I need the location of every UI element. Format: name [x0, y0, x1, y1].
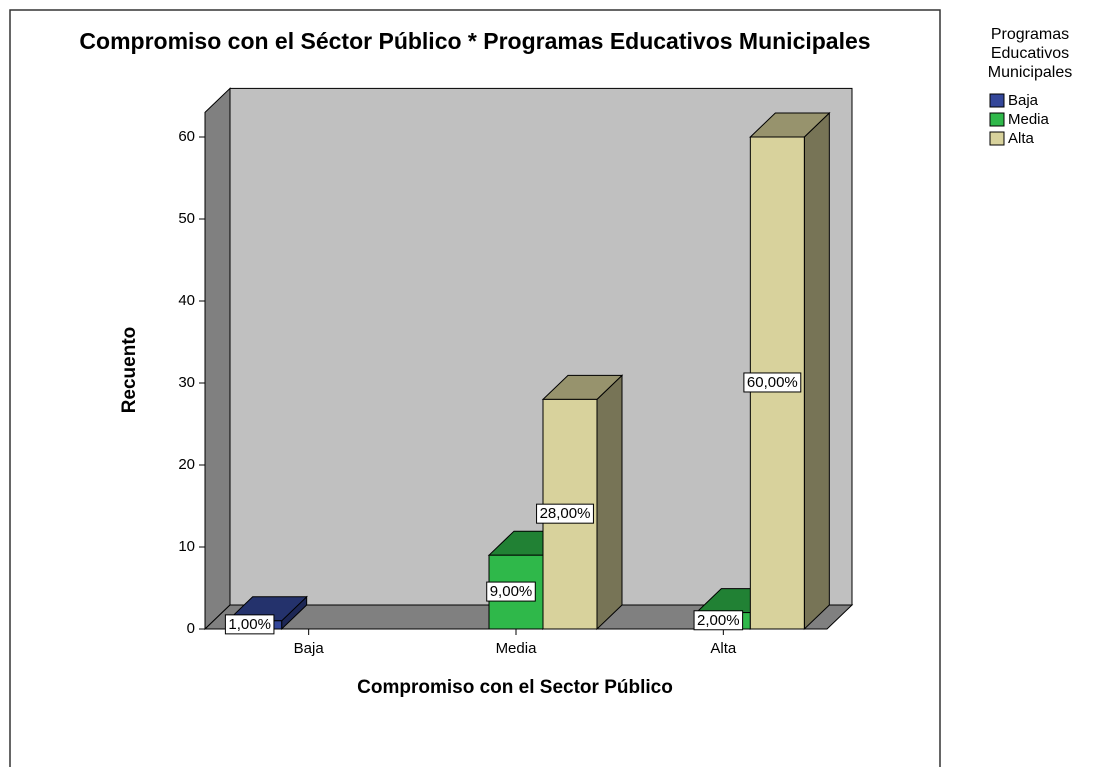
y-tick-label: 50: [178, 210, 195, 227]
value-label: 28,00%: [540, 505, 591, 522]
legend-label: Media: [1008, 111, 1050, 128]
value-label-box: 9,00%: [486, 581, 536, 602]
chart-title: Compromiso con el Séctor Público * Progr…: [79, 28, 871, 54]
bar: [541, 374, 624, 631]
value-label-box: 60,00%: [743, 372, 802, 393]
y-tick-label: 20: [178, 456, 195, 473]
value-label-bg: [693, 610, 744, 631]
y-axis-label: Recuento: [119, 327, 140, 414]
value-label-box: 28,00%: [536, 503, 594, 524]
legend-label: Alta: [1008, 130, 1035, 147]
value-label-bg: [743, 372, 802, 393]
legend-swatch: [989, 131, 1005, 146]
value-label-box: 1,00%: [224, 614, 275, 635]
bar-side: [803, 111, 830, 631]
value-label: 2,00%: [697, 612, 740, 629]
x-tick-label: Alta: [710, 640, 737, 657]
value-label-bg: [536, 503, 594, 524]
bar-side: [596, 374, 623, 631]
value-label-bg: [224, 614, 275, 635]
value-label: 9,00%: [490, 583, 533, 600]
value-label-bg: [486, 581, 536, 602]
x-tick-label: Baja: [294, 640, 325, 657]
value-label-box: 2,00%: [693, 610, 744, 631]
x-axis-label: Compromiso con el Sector Público: [357, 677, 673, 698]
legend-swatch: [989, 112, 1005, 127]
legend-title: Programas Educativos Municipales: [988, 26, 1072, 81]
y-tick-label: 40: [178, 292, 195, 309]
value-label: 60,00%: [747, 374, 798, 391]
x-tick-label: Media: [496, 640, 538, 657]
left-wall: [204, 87, 231, 631]
y-tick-label: 0: [187, 620, 195, 637]
legend-swatch: [989, 93, 1005, 108]
legend-label: Baja: [1008, 92, 1039, 109]
value-label: 1,00%: [228, 616, 271, 633]
bar: [749, 111, 831, 631]
y-tick-label: 60: [178, 128, 195, 145]
y-tick-label: 30: [178, 374, 195, 391]
y-tick-label: 10: [178, 538, 195, 555]
chart-frame: [9, 9, 941, 767]
